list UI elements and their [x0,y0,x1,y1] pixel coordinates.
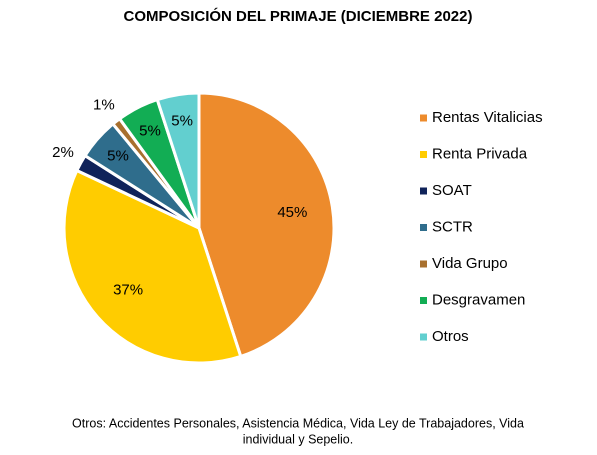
legend-swatch [420,333,427,341]
footnote: individual y Sepelio. [243,432,354,446]
data-label: 2% [52,144,74,161]
data-label: 5% [139,123,161,140]
data-label: 45% [277,204,307,221]
chart-title: COMPOSICIÓN DEL PRIMAJE (DICIEMBRE 2022) [124,7,473,25]
legend-swatch [420,187,427,195]
legend-swatch [420,224,427,231]
legend-label: SOAT [432,182,472,199]
pie-slice [197,91,336,359]
legend-label: Renta Privada [432,145,528,162]
legend-label: Desgravamen [432,291,525,308]
legend-swatch [420,151,427,158]
data-label: 37% [113,281,143,298]
legend-label: Rentas Vitalicias [432,109,543,126]
footnote: Otros: Accidentes Personales, Asistencia… [72,416,524,430]
legend-label: Vida Grupo [432,255,508,272]
data-label: 5% [171,112,193,129]
data-label: 1% [93,96,115,113]
data-label: 5% [107,148,129,165]
legend-swatch [420,260,427,268]
legend-label: Otros [432,328,469,345]
pie-slice [62,168,243,365]
legend-swatch [420,297,427,304]
legend-swatch [420,114,427,122]
pie-slice [155,91,201,229]
legend-label: SCTR [432,218,473,235]
